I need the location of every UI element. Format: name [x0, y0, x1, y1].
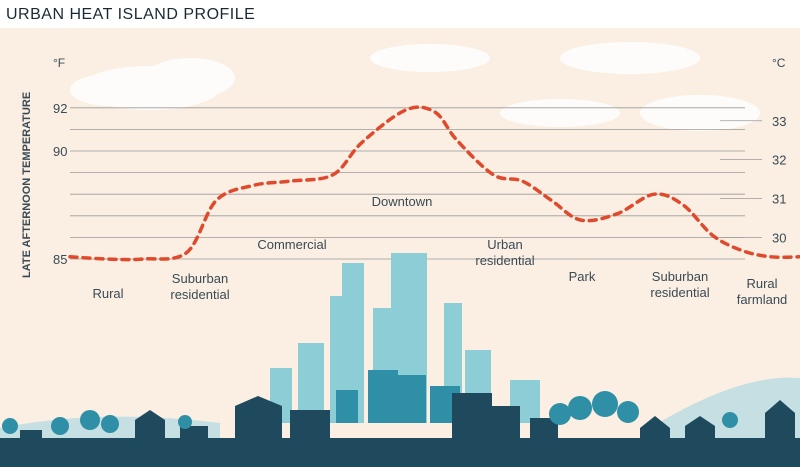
left-unit-label: °F — [53, 56, 65, 70]
chart-area: °F °C LATE AFTERNOON TEMPERATURE 85 90 92 … — [0, 28, 800, 467]
zone-label: Suburban residential — [170, 271, 229, 302]
left-tick-label: 92 — [53, 101, 67, 116]
right-tick-label: 32 — [772, 153, 786, 168]
right-tick-label: 30 — [772, 230, 786, 245]
y-axis-label: LATE AFTERNOON TEMPERATURE — [21, 92, 33, 278]
left-tick-label: 85 — [53, 252, 67, 267]
zone-labels: Rural Suburban residential Commercial Downto… — [92, 194, 787, 307]
clouds — [70, 42, 760, 131]
zone-label: Urban residential — [475, 237, 534, 268]
right-tick-labels: 30 31 32 33 — [720, 114, 786, 245]
gridlines — [70, 107, 745, 260]
zone-label: Suburban residential — [650, 269, 709, 300]
zone-label: Park — [569, 269, 596, 284]
zone-label: Downtown — [372, 194, 433, 209]
left-tick-labels: 85 90 92 — [53, 101, 67, 267]
zone-label: Commercial — [257, 237, 326, 252]
right-unit-label: °C — [772, 56, 786, 70]
temperature-curve — [68, 105, 800, 262]
left-tick-label: 90 — [53, 144, 67, 159]
zone-label: Rural farmland — [737, 276, 788, 307]
right-tick-label: 33 — [772, 114, 786, 129]
zone-label: Rural — [92, 286, 123, 301]
right-tick-label: 31 — [772, 192, 786, 207]
chart-svg: °F °C LATE AFTERNOON TEMPERATURE 859092 … — [0, 42, 800, 467]
skyline — [0, 253, 800, 467]
chart-title: URBAN HEAT ISLAND PROFILE — [6, 6, 256, 23]
